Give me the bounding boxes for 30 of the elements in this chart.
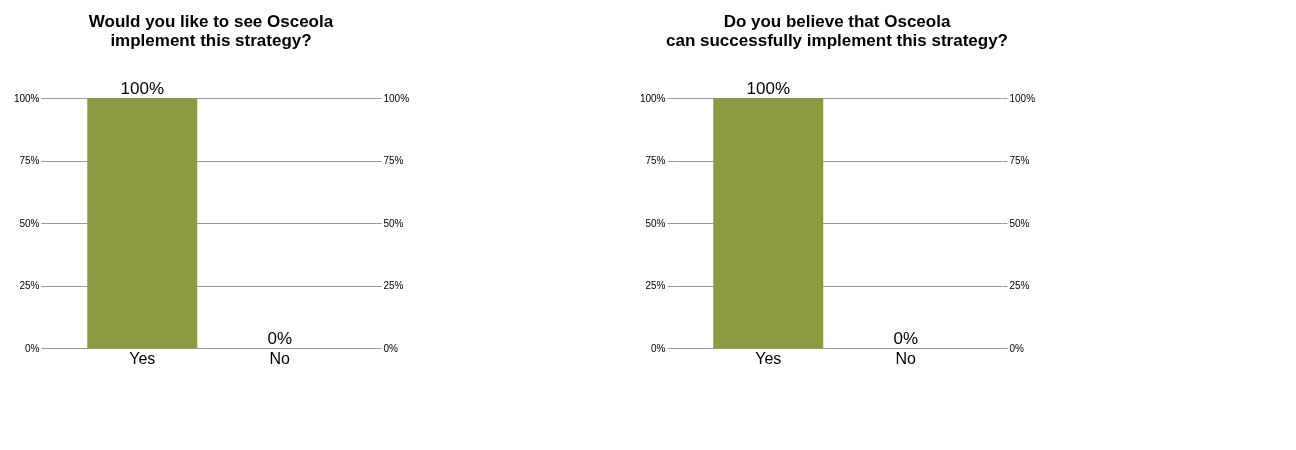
y2-tick-label: 0%	[383, 342, 399, 354]
x-tick-label: Yes	[755, 349, 782, 367]
y-tick-label: 25%	[645, 280, 666, 291]
y-tick-label: 50%	[19, 217, 40, 229]
x-tick-label: Yes	[129, 349, 156, 367]
y2-tick-label: 25%	[1009, 280, 1030, 291]
x-tick-label: No	[895, 349, 917, 367]
y-tick-label: 50%	[645, 217, 666, 229]
y-tick-label: 75%	[645, 155, 666, 166]
y-tick-label: 75%	[19, 155, 40, 166]
y-tick-label: 25%	[19, 280, 40, 291]
y-tick-label: 0%	[25, 342, 40, 354]
y-tick-label: 100%	[639, 92, 666, 104]
y-tick-label: 100%	[13, 92, 40, 104]
y2-tick-label: 100%	[383, 92, 410, 104]
y-tick-label: 0%	[651, 342, 666, 354]
data-label: 100%	[746, 79, 790, 98]
y2-tick-label: 50%	[1009, 217, 1030, 229]
data-label: 100%	[120, 79, 164, 98]
y2-tick-label: 75%	[383, 155, 404, 166]
y2-tick-label: 0%	[1009, 342, 1025, 354]
x-tick-label: No	[269, 349, 291, 367]
chart-title: Do you believe that Osceola can successfully implement this strategy?	[665, 12, 1009, 50]
data-label: 0%	[893, 329, 919, 348]
y2-tick-label: 100%	[1009, 92, 1036, 104]
y2-tick-label: 25%	[383, 280, 404, 291]
data-label: 0%	[267, 329, 293, 348]
y2-tick-label: 50%	[383, 217, 404, 229]
chart-title: Would you like to see Osceola implement this strategy?	[88, 12, 334, 50]
y2-tick-label: 75%	[1009, 155, 1030, 166]
